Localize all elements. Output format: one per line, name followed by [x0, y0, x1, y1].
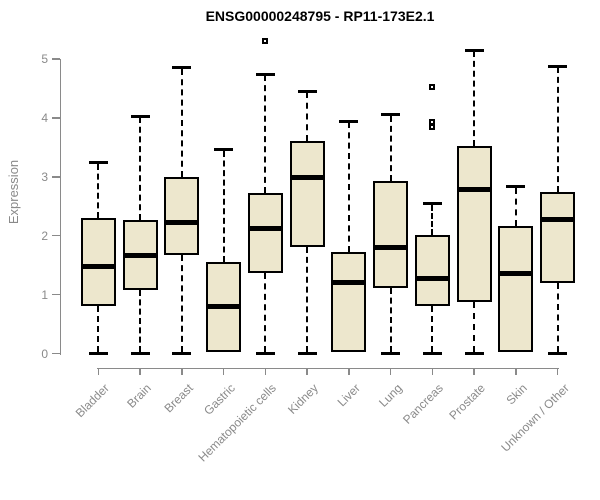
- x-axis-tick: [556, 367, 559, 375]
- median-line: [456, 187, 492, 193]
- lower-whisker-cap: [172, 352, 192, 355]
- lower-whisker-cap: [422, 352, 442, 355]
- upper-whisker-cap: [297, 89, 317, 93]
- upper-whisker-cap: [255, 72, 275, 76]
- lower-whisker-cap: [255, 352, 275, 355]
- outlier-point: [429, 124, 436, 131]
- box: [540, 192, 576, 283]
- x-axis-tick: [473, 367, 475, 375]
- x-axis-tick: [348, 367, 350, 375]
- lower-whisker: [264, 273, 267, 353]
- lower-whisker-cap: [464, 352, 484, 355]
- chart-title: ENSG00000248795 - RP11-173E2.1: [205, 8, 435, 24]
- box: [164, 176, 200, 256]
- x-axis-tick: [306, 367, 308, 375]
- box: [247, 193, 283, 274]
- x-axis-tick: [515, 367, 517, 375]
- upper-whisker: [556, 67, 559, 193]
- upper-whisker: [514, 187, 517, 227]
- upper-whisker: [473, 51, 476, 147]
- upper-whisker: [139, 117, 142, 220]
- y-axis-tick: [52, 352, 60, 355]
- x-axis-tick: [431, 367, 434, 375]
- upper-whisker: [431, 204, 434, 235]
- box: [414, 234, 450, 307]
- x-axis-tick: [181, 367, 183, 375]
- upper-whisker: [180, 68, 183, 177]
- upper-whisker-cap: [422, 202, 442, 206]
- upper-whisker-cap: [548, 64, 568, 68]
- upper-whisker-cap: [506, 185, 526, 189]
- x-axis-tick: [97, 367, 100, 375]
- lower-whisker: [473, 301, 476, 353]
- y-tick-label: 2: [41, 228, 48, 243]
- median-line: [80, 264, 116, 270]
- median-line: [289, 175, 325, 181]
- lower-whisker-cap: [130, 352, 150, 355]
- y-tick-label: 1: [41, 287, 48, 302]
- box: [289, 140, 325, 247]
- median-line: [122, 252, 158, 258]
- lower-whisker: [306, 246, 309, 353]
- y-axis-tick: [52, 58, 60, 60]
- y-tick-label: 4: [41, 110, 48, 125]
- median-line: [498, 270, 534, 276]
- upper-whisker-cap: [381, 113, 401, 117]
- median-line: [331, 280, 367, 286]
- lower-whisker-cap: [297, 352, 317, 355]
- median-line: [206, 303, 242, 309]
- box: [331, 251, 367, 353]
- y-axis-tick: [52, 117, 60, 119]
- upper-whisker-cap: [130, 114, 150, 118]
- y-axis-line: [59, 59, 61, 355]
- lower-whisker: [97, 306, 100, 353]
- median-line: [373, 244, 409, 250]
- upper-whisker: [347, 122, 350, 252]
- y-tick-label: 0: [41, 346, 48, 361]
- box: [498, 226, 534, 353]
- y-axis-tick: [52, 293, 60, 296]
- box: [80, 218, 116, 307]
- upper-whisker-cap: [214, 148, 234, 152]
- box: [373, 180, 409, 288]
- lower-whisker-cap: [88, 352, 108, 355]
- y-tick-label: 3: [41, 169, 48, 184]
- lower-whisker-cap: [381, 352, 401, 355]
- upper-whisker-cap: [172, 66, 192, 70]
- x-axis-tick: [139, 367, 141, 375]
- x-axis-tick: [389, 367, 392, 375]
- upper-whisker: [97, 163, 100, 219]
- y-axis-tick: [52, 176, 60, 178]
- x-axis-tick: [222, 367, 225, 375]
- y-tick-label: 5: [41, 52, 48, 66]
- upper-whisker: [389, 115, 392, 181]
- outlier-point: [429, 83, 436, 90]
- upper-whisker: [264, 75, 267, 194]
- box: [456, 146, 492, 302]
- upper-whisker: [222, 150, 225, 263]
- median-line: [247, 225, 283, 231]
- lower-whisker: [139, 290, 142, 353]
- lower-whisker: [556, 282, 559, 353]
- upper-whisker-cap: [464, 48, 484, 52]
- median-line: [164, 220, 200, 226]
- lower-whisker-cap: [548, 352, 568, 355]
- lower-whisker: [431, 306, 434, 353]
- outlier-point: [429, 119, 436, 126]
- x-axis-tick: [264, 367, 267, 375]
- lower-whisker: [389, 287, 392, 353]
- upper-whisker-cap: [339, 119, 359, 123]
- y-axis-tick: [52, 234, 60, 237]
- outlier-point: [262, 38, 269, 45]
- upper-whisker-cap: [88, 161, 108, 165]
- median-line: [414, 275, 450, 281]
- x-axis-line: [96, 367, 560, 369]
- median-line: [540, 216, 576, 222]
- lower-whisker: [180, 255, 183, 353]
- upper-whisker: [306, 92, 309, 141]
